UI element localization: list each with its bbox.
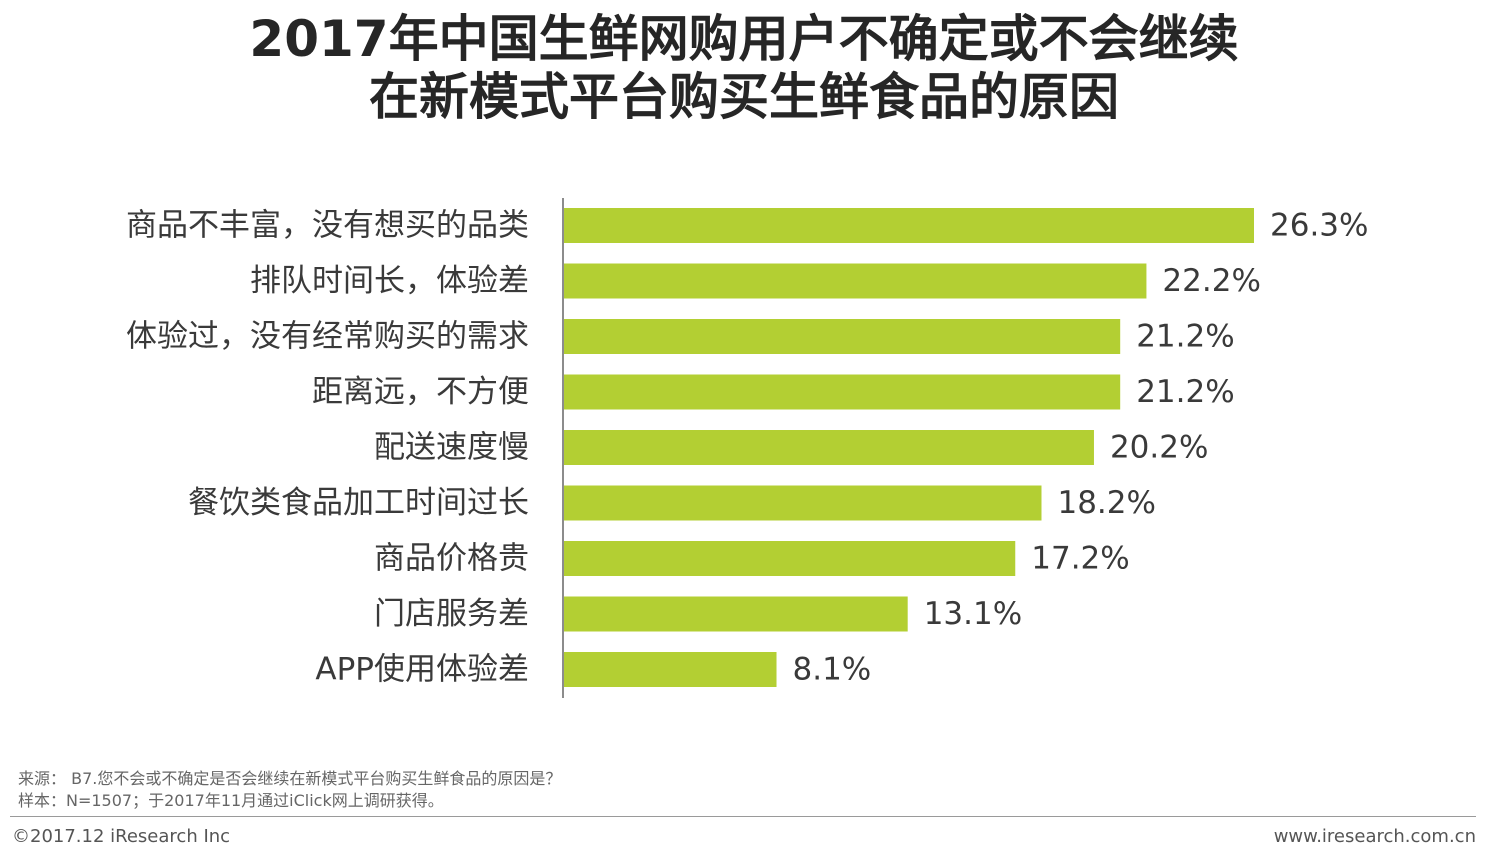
website-url: www.iresearch.com.cn [1273,826,1476,847]
value-label-2: 22.2% [1162,263,1260,299]
footer-divider [10,816,1476,817]
value-label-7: 17.2% [1031,541,1129,577]
value-label-6: 18.2% [1057,485,1155,521]
source-note: 来源： B7.您不会或不确定是否会继续在新模式平台购买生鲜食品的原因是？ [18,769,562,788]
value-label-3: 21.2% [1136,319,1234,355]
bar-9 [564,652,777,687]
chart-title: 2017年中国生鲜网购用户不确定或不会继续 在新模式平台购买生鲜食品的原因 [0,10,1488,126]
category-label-9: APP使用体验差 [315,652,529,688]
value-label-9: 8.1% [793,652,872,688]
value-label-4: 21.2% [1136,374,1234,410]
bar-5 [564,430,1094,465]
bar-7 [564,541,1016,576]
chart-title-line-1: 2017年中国生鲜网购用户不确定或不会继续 [249,10,1239,68]
category-label-5: 配送速度慢 [374,430,529,466]
category-label-6: 餐饮类食品加工时间过长 [188,485,529,521]
bar-8 [564,596,908,632]
copyright: ©2017.12 iResearch Inc [12,826,231,847]
bar-3 [564,319,1121,354]
category-label-7: 商品价格贵 [374,541,529,577]
bar-chart: 商品不丰富，没有想买的品类 26.3% 排队时间长，体验差 22.2% 体验过，没有经常… [126,198,1368,698]
bar-1 [564,208,1254,243]
category-label-8: 门店服务差 [374,596,529,632]
category-label-2: 排队时间长，体验差 [250,263,529,299]
value-label-8: 13.1% [924,596,1022,632]
category-label-4: 距离远，不方便 [312,374,529,410]
bar-6 [564,485,1042,521]
footnote: 来源： B7.您不会或不确定是否会继续在新模式平台购买生鲜食品的原因是？ 样本：… [18,768,561,812]
value-label-5: 20.2% [1110,430,1208,466]
bar-4 [564,374,1121,410]
bar-2 [564,263,1147,299]
value-label-1: 26.3% [1270,208,1368,244]
chart-title-line-2: 在新模式平台购买生鲜食品的原因 [369,68,1119,126]
category-label-1: 商品不丰富，没有想买的品类 [126,208,529,244]
category-label-3: 体验过，没有经常购买的需求 [126,319,529,355]
sample-note: 样本：N=1507；于2017年11月通过iClick网上调研获得。 [18,791,444,810]
